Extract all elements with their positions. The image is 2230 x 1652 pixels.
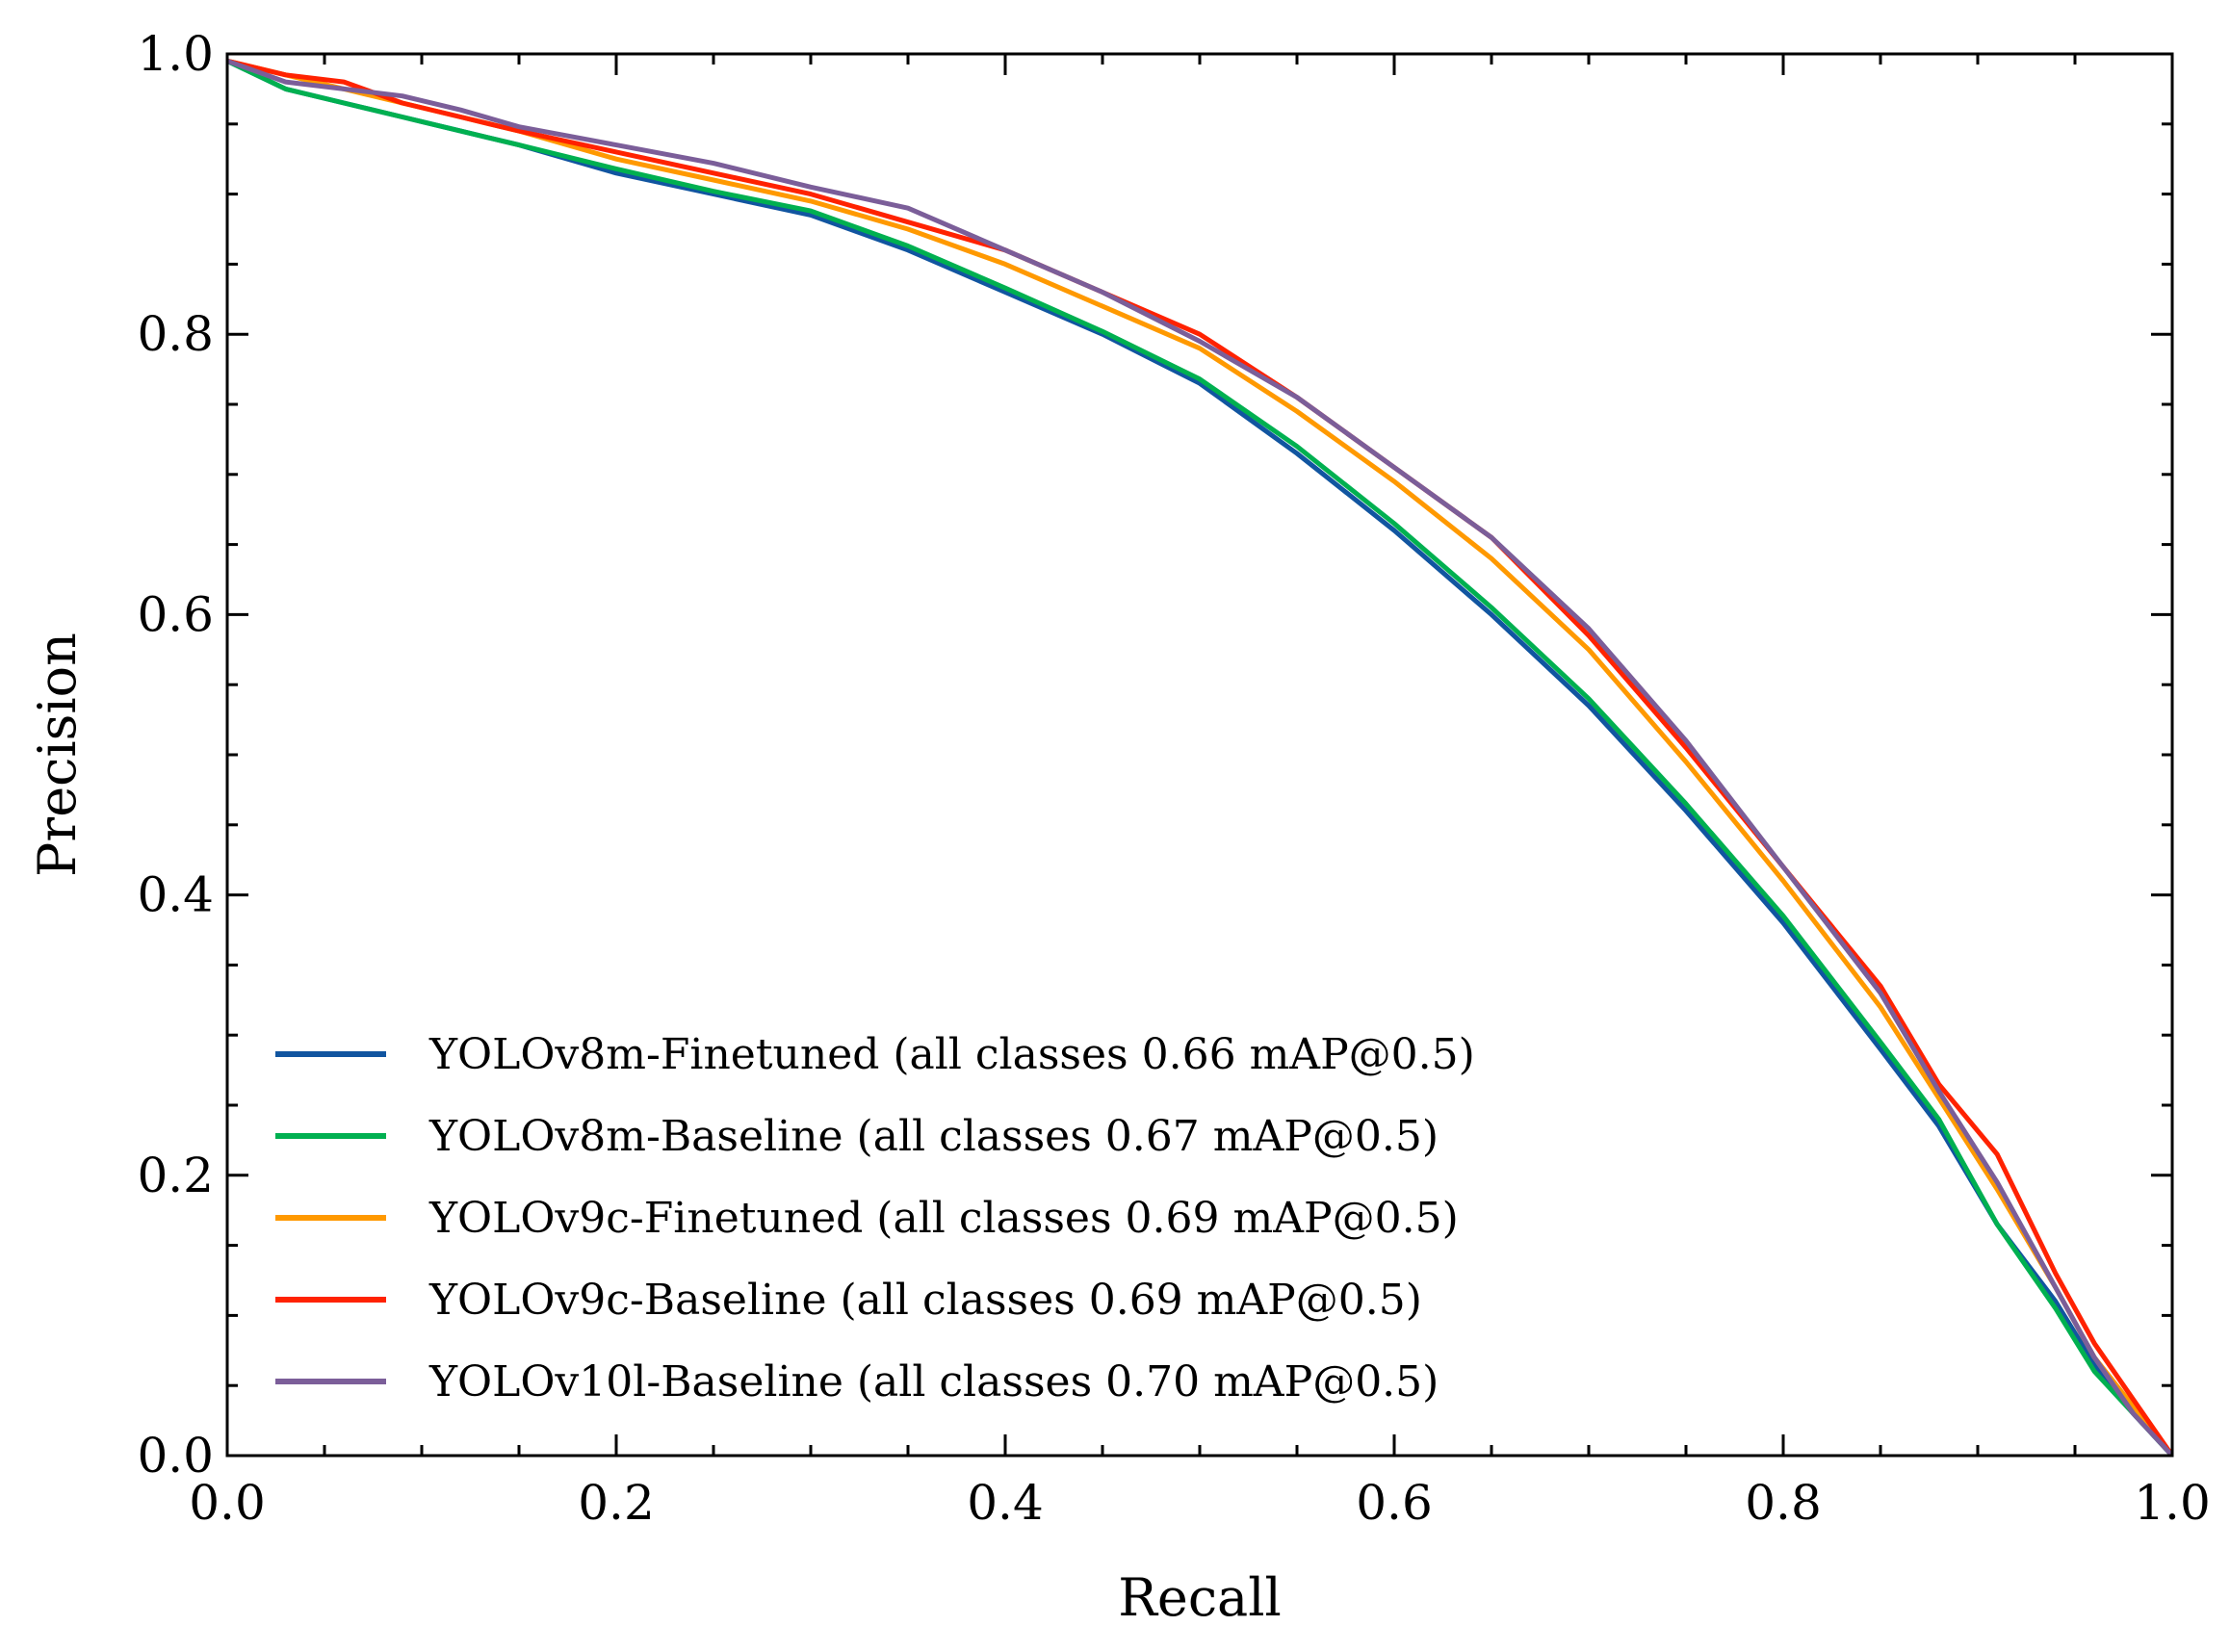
x-tick-label: 0.8	[1745, 1475, 1822, 1531]
series-line-2	[227, 59, 2172, 1456]
y-tick-label: 0.2	[137, 1148, 214, 1203]
series-line-3	[227, 58, 2172, 1456]
x-tick-label: 0.2	[578, 1475, 655, 1531]
y-tick-label: 0.0	[137, 1428, 214, 1484]
legend-label-2: YOLOv8m-Baseline (all classes 0.67 mAP@0…	[428, 1112, 1439, 1161]
series-line-4	[227, 58, 2172, 1456]
x-tick-label: 1.0	[2134, 1475, 2211, 1531]
legend: YOLOv8m-Finetuned (all classes 0.66 mAP@…	[275, 1030, 1475, 1407]
y-tick-label: 0.6	[137, 586, 214, 642]
legend-label-3: YOLOv9c-Finetuned (all classes 0.69 mAP@…	[428, 1194, 1459, 1243]
legend-label-4: YOLOv9c-Baseline (all classes 0.69 mAP@0…	[428, 1276, 1422, 1325]
x-tick-label: 0.4	[967, 1475, 1044, 1531]
y-tick-label: 0.4	[137, 867, 214, 923]
y-axis-title: Precision	[27, 632, 88, 877]
y-tick-label: 0.8	[137, 306, 214, 362]
ticks-layer: 0.0 0.2 0.4 0.6 0.8 1.0 0.0 0.2 0.4 0.6 0.8 1.0	[137, 26, 2210, 1531]
y-tick-label: 1.0	[137, 26, 214, 82]
series-line-1	[227, 59, 2172, 1456]
series-line-5	[227, 58, 2172, 1456]
x-tick-label: 0.6	[1356, 1475, 1433, 1531]
legend-label-1: YOLOv8m-Finetuned (all classes 0.66 mAP@…	[428, 1030, 1475, 1079]
x-tick-label: 0.0	[189, 1475, 266, 1531]
plot-frame	[225, 52, 2174, 1458]
series-layer	[227, 58, 2172, 1456]
x-axis-title: Recall	[1118, 1567, 1282, 1628]
legend-label-5: YOLOv10l-Baseline (all classes 0.70 mAP@…	[428, 1357, 1439, 1407]
